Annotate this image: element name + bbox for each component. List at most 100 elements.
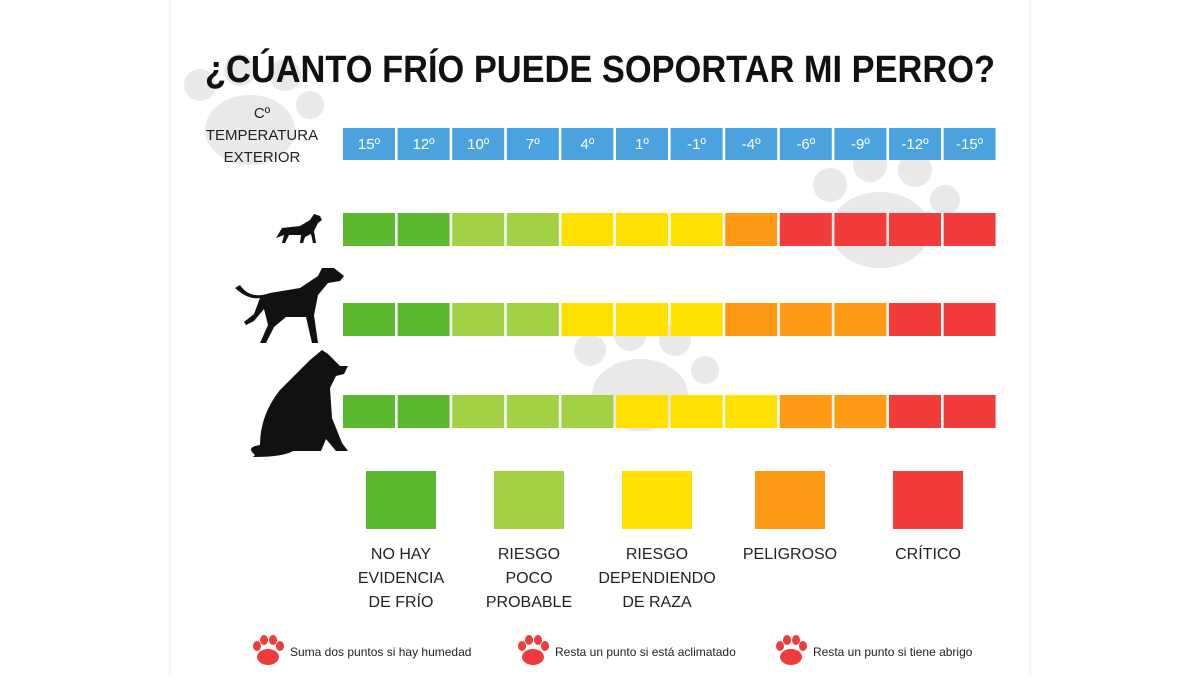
risk-cell <box>506 395 559 428</box>
risk-cell <box>889 395 941 428</box>
risk-cell <box>616 303 668 336</box>
risk-cell <box>943 395 996 428</box>
risk-cell <box>452 395 505 428</box>
scale-grid: 15º 12º 10º 7º 4º 1º -1º -4º -6º -9º -12º -15º <box>343 128 996 428</box>
risk-cell <box>725 213 778 246</box>
temperature-label: -12º <box>901 136 929 153</box>
temperature-label: -6º <box>796 136 815 153</box>
paw-pad <box>780 649 802 665</box>
risk-cell <box>670 213 723 246</box>
temperature-label: -1º <box>687 136 706 153</box>
paw-icon <box>253 635 284 665</box>
medium-dog <box>235 268 344 343</box>
legend-label: RIESGO <box>626 546 688 563</box>
risk-cell <box>397 213 450 246</box>
risk-cell <box>834 395 887 428</box>
paw-pad <box>541 641 549 651</box>
temperature-cell <box>506 128 559 160</box>
temperature-cell <box>397 128 450 160</box>
risk-cell <box>452 213 505 246</box>
paw-pad <box>534 635 542 645</box>
risk-cell <box>889 303 941 336</box>
legend-label: CRÍTICO <box>895 544 961 563</box>
temperature-cell <box>561 128 614 160</box>
paw-pad <box>792 635 800 645</box>
legend-label: PROBABLE <box>486 594 572 611</box>
temperature-label: 12º <box>413 136 436 153</box>
risk-cell <box>834 303 887 336</box>
legend-label: PELIGROSO <box>743 546 837 563</box>
risk-cell <box>779 395 832 428</box>
risk-cell <box>725 303 778 336</box>
risk-cell <box>834 213 887 246</box>
risk-cell <box>616 395 668 428</box>
temperature-cell <box>343 128 395 160</box>
risk-cell <box>670 395 723 428</box>
paw-pad <box>518 641 526 651</box>
risk-cell <box>561 303 614 336</box>
temperature-cell <box>616 128 668 160</box>
temperature-label: -4º <box>742 136 761 153</box>
temperature-header: Cº TEMPERATURA EXTERIOR <box>206 105 318 166</box>
note: Resta un punto si está aclimatado <box>555 645 736 659</box>
risk-cell <box>343 213 395 246</box>
paw-pad <box>253 641 261 651</box>
paw-pad <box>260 635 268 645</box>
temperature-label: -15º <box>956 136 984 153</box>
paw-icon <box>776 635 807 665</box>
temperature-cell <box>834 128 887 160</box>
paw-pad <box>276 641 284 651</box>
temperature-cell <box>779 128 832 160</box>
legend-label: DEPENDIENDO <box>598 570 715 587</box>
temperature-label: 7º <box>526 136 540 153</box>
temperature-label: 1º <box>635 136 649 153</box>
temperature-cell <box>452 128 505 160</box>
temperature-cell <box>889 128 941 160</box>
paw-pad <box>776 641 784 651</box>
legend-label: EVIDENCIA <box>358 570 445 587</box>
paw-pad <box>257 649 279 665</box>
risk-cell <box>343 303 395 336</box>
risk-cell <box>506 303 559 336</box>
risk-cell <box>889 213 941 246</box>
legend-label: DE FRÍO <box>369 592 434 611</box>
legend: NO HAY EVIDENCIA DE FRÍO RIESGO POCO PROBABLE… <box>358 471 963 611</box>
paw-pad <box>525 635 533 645</box>
temperature-cell <box>943 128 996 160</box>
legend-label: POCO <box>505 570 552 587</box>
risk-cell <box>943 213 996 246</box>
legend-swatch <box>622 471 692 529</box>
risk-cell <box>943 303 996 336</box>
temperature-label: 4º <box>580 136 594 153</box>
large-dog <box>251 350 348 457</box>
temperature-label: -9º <box>851 136 870 153</box>
paw-pad <box>269 635 277 645</box>
temperature-label: 10º <box>467 136 490 153</box>
risk-cell <box>343 395 395 428</box>
risk-cell <box>561 213 614 246</box>
notes: Suma dos puntos si hay humedad Resta un p… <box>253 635 973 665</box>
paw-pad <box>783 635 791 645</box>
note: Suma dos puntos si hay humedad <box>290 645 471 659</box>
risk-cell <box>452 303 505 336</box>
legend-label: RIESGO <box>498 546 560 563</box>
risk-cell <box>561 395 614 428</box>
legend-label: DE RAZA <box>622 594 692 611</box>
title: ¿CÚANTO FRÍO PUEDE SOPORTAR MI PERRO? <box>205 47 995 91</box>
dog-silhouettes <box>235 214 348 457</box>
header-line: TEMPERATURA <box>206 127 318 144</box>
risk-cell <box>397 395 450 428</box>
risk-cell <box>725 395 778 428</box>
legend-label: NO HAY <box>371 546 431 563</box>
note: Resta un punto si tiene abrigo <box>813 645 973 659</box>
legend-swatch <box>893 471 963 529</box>
header-line: EXTERIOR <box>224 149 301 166</box>
risk-cell <box>779 303 832 336</box>
risk-cell <box>779 213 832 246</box>
paw-pad <box>522 649 544 665</box>
risk-cell <box>670 303 723 336</box>
legend-swatch <box>494 471 564 529</box>
